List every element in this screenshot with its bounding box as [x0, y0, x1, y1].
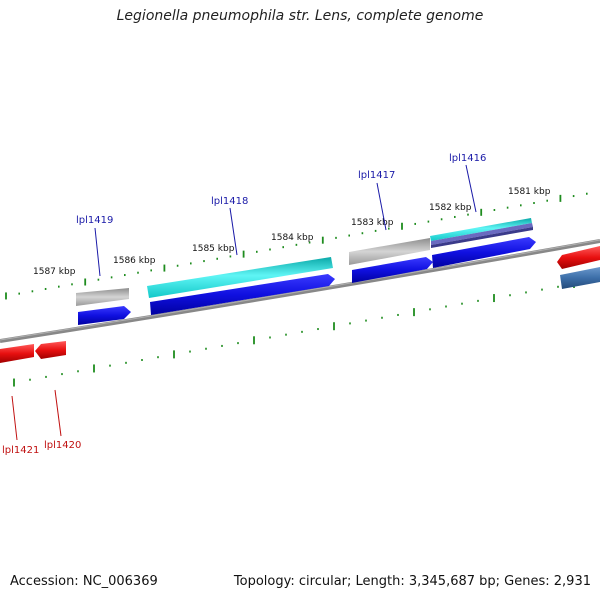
cds-arrow-lpl1416[interactable]: [432, 237, 536, 268]
cds-arrow-lpl1421[interactable]: [0, 344, 34, 363]
cds-arrow-lpl1418[interactable]: [150, 274, 335, 315]
gene-label-lpl1421[interactable]: lpl1421: [2, 445, 39, 456]
genome-backbone: [0, 239, 600, 343]
map-title: Legionella pneumophila str. Lens, comple…: [116, 8, 484, 24]
reverse-cds-row: [0, 341, 66, 363]
gene-bar-lpl1419[interactable]: [76, 288, 129, 306]
cds-arrow-lpl1419[interactable]: [78, 306, 131, 325]
forward-label-leaders: [94, 164, 477, 277]
gene-label-lpl1416[interactable]: lpl1416: [449, 153, 486, 164]
gene-bar-lpl1417[interactable]: [349, 238, 430, 265]
reverse-label-leaders: [11, 389, 62, 441]
gene-bar-lpl1416-stripe: [431, 227, 533, 248]
genome-summary-text: Topology: circular; Length: 3,345,687 bp…: [233, 574, 591, 589]
gene-label-lpl1418[interactable]: lpl1418: [211, 196, 248, 207]
gene-bar-lpl1418[interactable]: [147, 257, 333, 298]
gene-label-lpl1420[interactable]: lpl1420: [44, 440, 81, 451]
scale-label: 1585 kbp: [192, 244, 235, 254]
scale-label: 1584 kbp: [271, 233, 314, 243]
scale-label: 1587 kbp: [33, 267, 76, 277]
reverse-gene-labels: lpl1421 lpl1420: [2, 440, 81, 456]
scale-label: 1586 kbp: [113, 256, 156, 266]
forward-cds-row: [78, 237, 536, 325]
cds-arrow-reverse-edge[interactable]: [557, 246, 600, 269]
forward-gene-labels: lpl1419 lpl1418 lpl1417 lpl1416: [76, 153, 486, 226]
gene-label-lpl1417[interactable]: lpl1417: [358, 170, 395, 181]
gene-label-lpl1419[interactable]: lpl1419: [76, 215, 113, 226]
gene-bar-steel-edge[interactable]: [560, 267, 600, 289]
gene-bar-lpl1416[interactable]: [430, 218, 532, 241]
scale-label: 1582 kbp: [429, 203, 472, 213]
outer-tick-row: [5, 192, 588, 300]
edge-features-right: [557, 246, 600, 289]
scale-labels: 1587 kbp 1586 kbp 1585 kbp 1584 kbp 1583…: [33, 187, 551, 277]
scale-label: 1581 kbp: [508, 187, 551, 197]
scale-label: 1583 kbp: [351, 218, 394, 228]
gene-feature-row: [76, 218, 533, 306]
cds-arrow-lpl1417[interactable]: [352, 257, 433, 283]
gene-bar-lpl1416-stripe: [431, 223, 533, 245]
cds-arrow-lpl1420[interactable]: [35, 341, 66, 359]
accession-text: Accession: NC_006369: [10, 574, 158, 589]
